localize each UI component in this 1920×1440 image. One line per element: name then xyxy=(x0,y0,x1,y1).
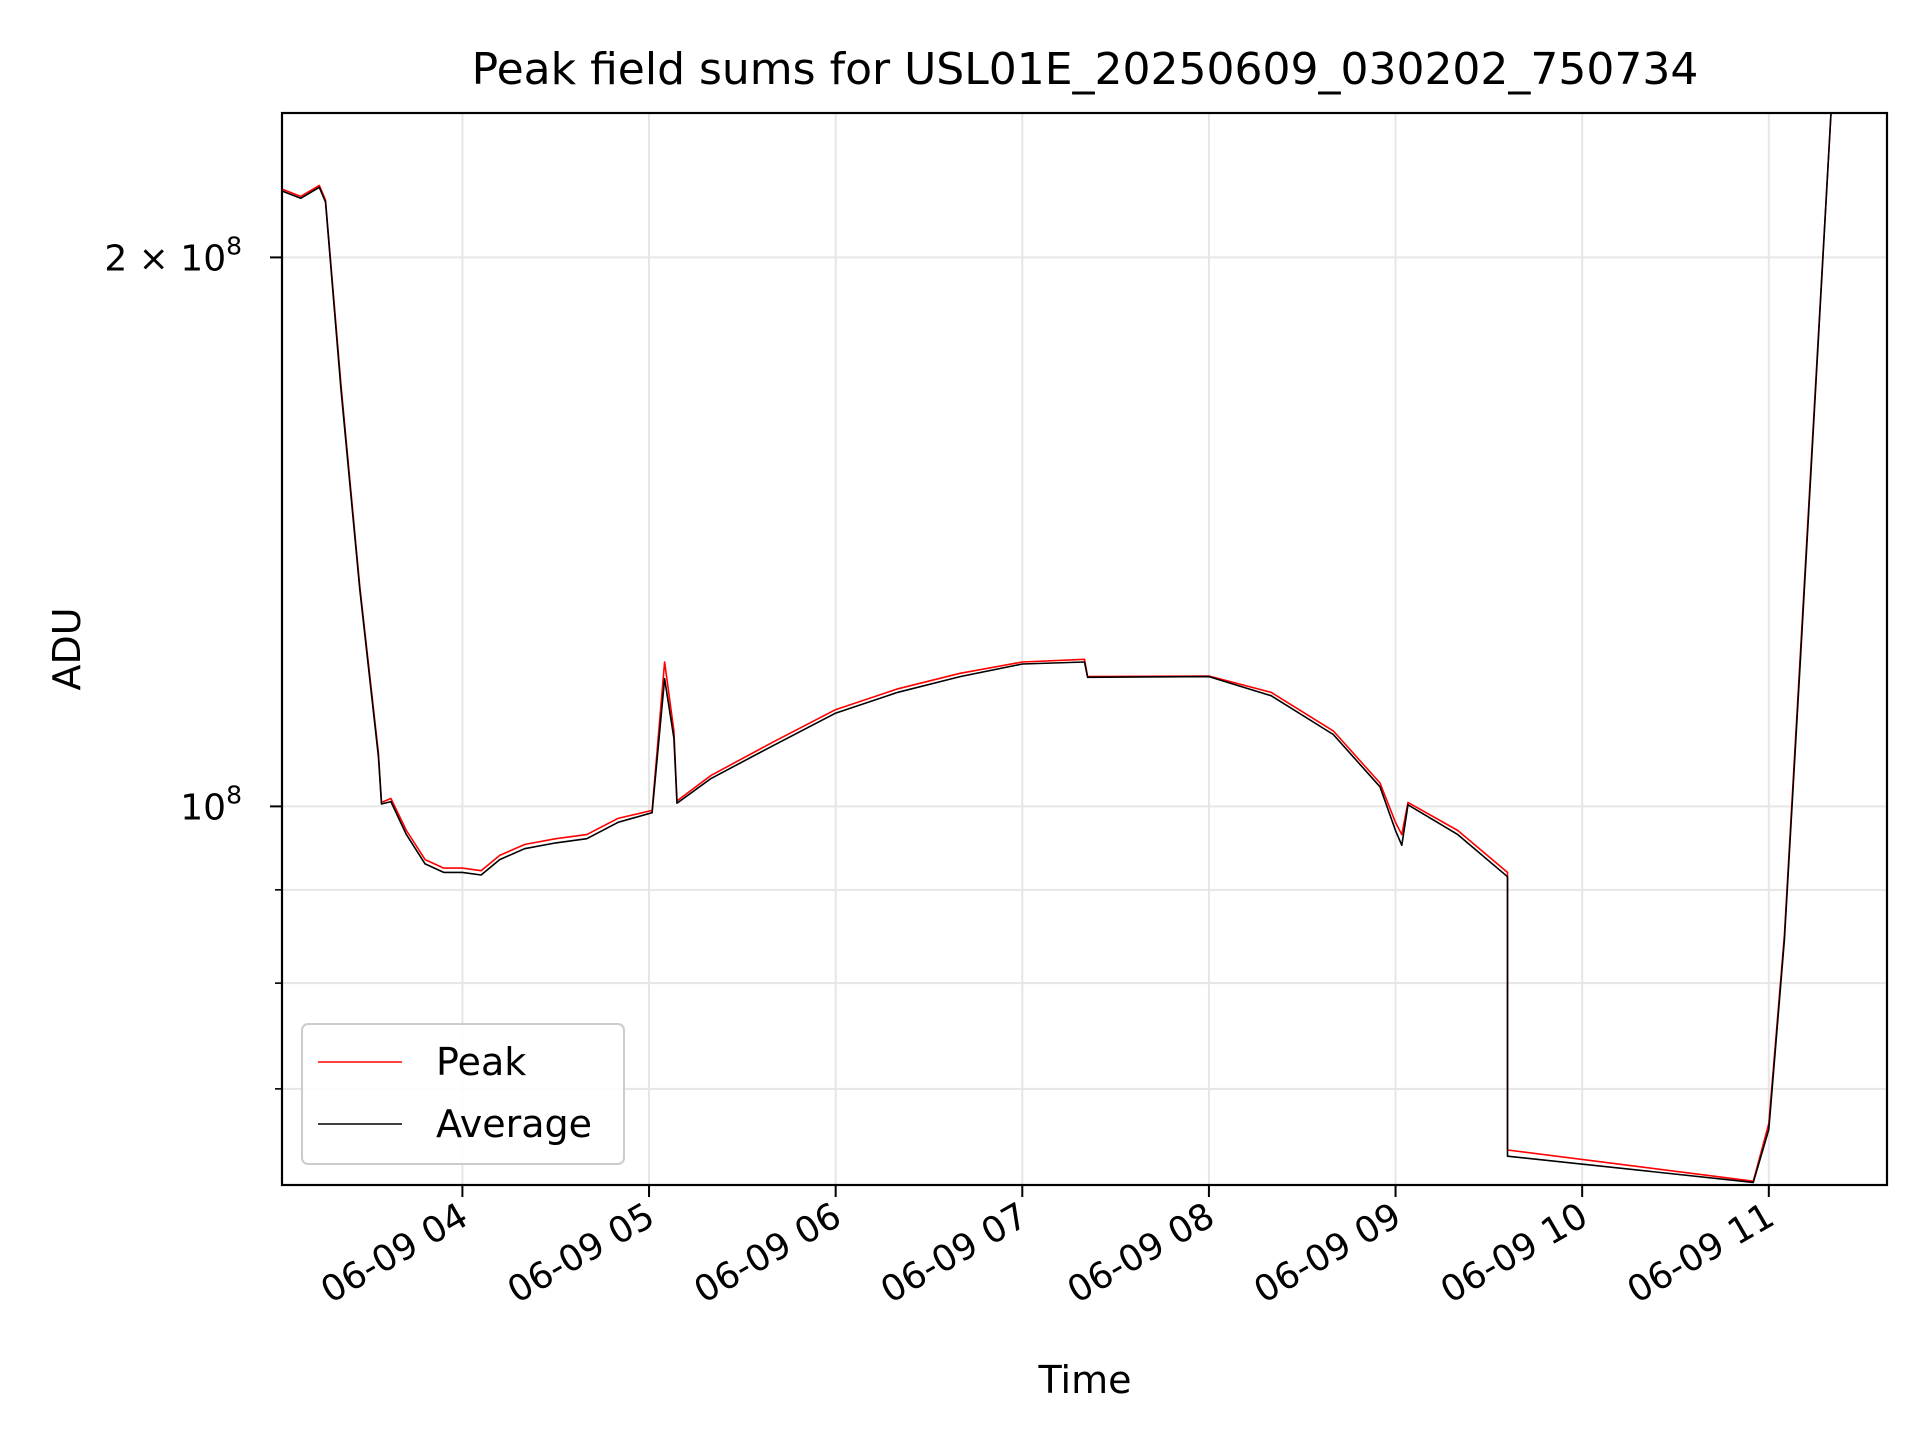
y-axis-label: ADU xyxy=(45,607,89,690)
y-tick-label: 108 xyxy=(180,780,242,828)
series-lines xyxy=(282,113,1832,1184)
y-tick-base: 10 xyxy=(180,787,226,828)
y-tick-exponent: 8 xyxy=(226,780,242,809)
plot-frame xyxy=(280,111,1889,1187)
x-axis-label: Time xyxy=(1038,1358,1132,1402)
legend-peak-label: Peak xyxy=(436,1040,526,1084)
legend-average-label: Average xyxy=(436,1102,592,1146)
series-line-peak xyxy=(282,113,1832,1182)
legend-box xyxy=(301,1023,625,1165)
series-line-average xyxy=(282,113,1832,1184)
y-tick-base: 2 × 10 xyxy=(104,238,226,279)
chart-title: Peak field sums for USL01E_20250609_0302… xyxy=(472,44,1699,95)
legend: Peak Average xyxy=(301,1023,625,1165)
y-tick-label: 2 × 108 xyxy=(104,231,242,279)
y-tick-exponent: 8 xyxy=(226,231,242,260)
